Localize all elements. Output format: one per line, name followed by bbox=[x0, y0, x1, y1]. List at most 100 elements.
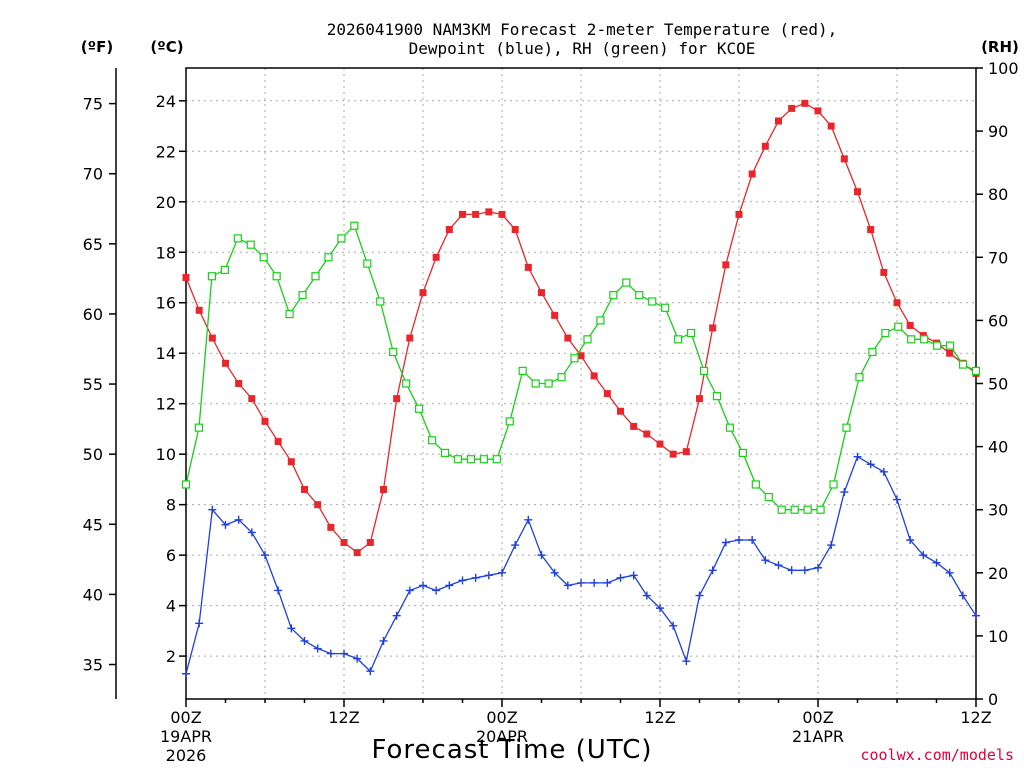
rh-point bbox=[350, 221, 359, 230]
temperature-point bbox=[406, 334, 414, 342]
dewpoint-point bbox=[577, 578, 585, 587]
x-axis-label: Forecast Time (UTC) bbox=[371, 735, 652, 765]
rh-point bbox=[609, 291, 618, 300]
rh-point bbox=[402, 379, 411, 388]
rh-point bbox=[674, 335, 683, 344]
dewpoint-point bbox=[195, 619, 204, 628]
dewpoint-point bbox=[669, 621, 678, 630]
dewpoint-point bbox=[945, 568, 954, 577]
temperature-point bbox=[656, 440, 664, 448]
fahrenheit-unit-label: (ºF) bbox=[81, 38, 113, 56]
rh-tick-label: 10 bbox=[988, 627, 1008, 646]
dewpoint-point bbox=[261, 551, 269, 560]
x-tick-label: 00Z bbox=[802, 708, 833, 727]
temperature-point bbox=[643, 430, 651, 438]
temperature-point bbox=[761, 142, 769, 150]
dewpoint-point bbox=[247, 528, 256, 537]
rh-point bbox=[466, 455, 476, 464]
rh-point bbox=[738, 448, 747, 458]
rh-point bbox=[712, 392, 722, 401]
rh-point bbox=[945, 341, 955, 350]
temperature-point bbox=[353, 549, 361, 557]
celsius-tick-label: 6 bbox=[166, 546, 176, 565]
rh-point bbox=[971, 366, 981, 375]
dewpoint-point bbox=[814, 563, 822, 572]
x-tick-label: 12Z bbox=[328, 708, 359, 727]
rh-point bbox=[415, 404, 424, 413]
fahrenheit-tick-label: 55 bbox=[83, 375, 103, 394]
temperature-point bbox=[735, 210, 743, 218]
celsius-tick-label: 24 bbox=[156, 92, 176, 111]
dewpoint-point bbox=[656, 604, 664, 613]
rh-point bbox=[958, 360, 968, 369]
celsius-tick-label: 20 bbox=[156, 193, 176, 212]
dewpoint-point bbox=[866, 460, 875, 469]
temperature-point bbox=[195, 306, 203, 314]
rh-point bbox=[531, 379, 540, 388]
rh-point bbox=[389, 347, 398, 357]
dewpoint-point bbox=[748, 535, 757, 544]
rh-point bbox=[790, 505, 799, 514]
dewpoint-point bbox=[682, 657, 691, 666]
x-tick-label: 00Z bbox=[486, 708, 517, 727]
rh-point bbox=[842, 423, 851, 432]
temperature-point bbox=[827, 122, 835, 130]
rh-point bbox=[363, 259, 372, 268]
temperature-point bbox=[709, 324, 717, 332]
rh-point bbox=[311, 272, 320, 281]
x-tick-date-label: 20APR bbox=[476, 727, 528, 746]
temperature-point bbox=[380, 486, 387, 494]
celsius-tick-label: 14 bbox=[156, 344, 176, 363]
temperature-point bbox=[327, 523, 335, 531]
dewpoint-point bbox=[353, 654, 362, 663]
rh-point bbox=[803, 505, 812, 514]
dewpoint-point bbox=[761, 556, 770, 565]
dewpoint-point bbox=[774, 561, 783, 570]
celsius-unit-label: (ºC) bbox=[150, 38, 183, 56]
rh-point bbox=[583, 335, 592, 344]
rh-tick-label: 0 bbox=[988, 690, 998, 709]
fahrenheit-tick-label: 60 bbox=[83, 305, 103, 324]
dewpoint-point bbox=[695, 591, 704, 600]
dewpoint-point bbox=[208, 505, 217, 514]
dewpoint-point bbox=[300, 636, 309, 645]
dewpoint-point bbox=[221, 520, 230, 529]
dewpoint-point bbox=[313, 644, 322, 653]
fahrenheit-tick-label: 65 bbox=[83, 235, 103, 254]
series-plus bbox=[182, 452, 980, 678]
temperature-point bbox=[393, 395, 401, 403]
dewpoint-point bbox=[932, 558, 941, 567]
rh-tick-label: 80 bbox=[988, 185, 1008, 204]
fahrenheit-tick-label: 45 bbox=[83, 515, 103, 534]
rh-point bbox=[570, 354, 579, 363]
rh-point bbox=[246, 240, 255, 249]
temperature-point bbox=[630, 422, 638, 430]
dewpoint-point bbox=[405, 586, 414, 595]
temperature-point bbox=[722, 261, 730, 269]
chart-title-line2: Dewpoint (blue), RH (green) for KCOE bbox=[409, 39, 756, 58]
temperature-point bbox=[577, 352, 585, 360]
rh-point bbox=[337, 234, 346, 243]
celsius-tick-label: 16 bbox=[156, 294, 176, 313]
rh-point bbox=[894, 322, 903, 331]
temperature-point bbox=[564, 334, 572, 342]
dewpoint-point bbox=[603, 578, 612, 587]
celsius-tick-label: 10 bbox=[156, 445, 176, 464]
fahrenheit-tick-label: 75 bbox=[83, 95, 103, 114]
temperature-point bbox=[208, 334, 216, 342]
axes bbox=[109, 67, 983, 707]
temperature-point bbox=[248, 395, 256, 403]
rh-point bbox=[920, 335, 929, 344]
temperature-point bbox=[301, 486, 308, 494]
temperature-point bbox=[840, 155, 848, 163]
dewpoint-point bbox=[340, 649, 348, 658]
dewpoint-point bbox=[642, 591, 651, 600]
rh-point bbox=[492, 455, 501, 464]
rh-point bbox=[194, 423, 204, 432]
temperature-point bbox=[748, 170, 756, 178]
fahrenheit-tick-label: 50 bbox=[83, 445, 103, 464]
x-tick-label: 12Z bbox=[960, 708, 991, 727]
dewpoint-point bbox=[787, 566, 796, 575]
dewpoint-point bbox=[919, 551, 928, 560]
